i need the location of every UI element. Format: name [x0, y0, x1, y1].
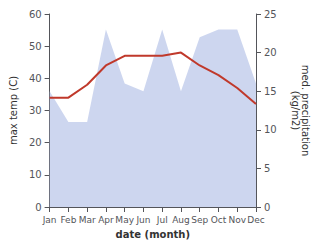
- svg-text:5: 5: [264, 163, 270, 174]
- svg-text:30: 30: [29, 105, 42, 116]
- svg-text:Jun: Jun: [135, 215, 150, 225]
- svg-text:Oct: Oct: [211, 215, 227, 225]
- svg-text:40: 40: [29, 73, 42, 84]
- svg-text:Jan: Jan: [42, 215, 57, 225]
- svg-text:Aug: Aug: [172, 215, 190, 225]
- svg-text:max temp (C): max temp (C): [8, 76, 19, 145]
- svg-text:20: 20: [264, 47, 277, 58]
- svg-text:Feb: Feb: [60, 215, 76, 225]
- svg-text:20: 20: [29, 137, 42, 148]
- svg-text:Jul: Jul: [156, 215, 168, 225]
- svg-text:Dec: Dec: [247, 215, 264, 225]
- svg-text:Mar: Mar: [79, 215, 96, 225]
- svg-text:date (month): date (month): [116, 229, 190, 240]
- svg-text:(kg/m2): (kg/m2): [290, 91, 301, 131]
- svg-text:Apr: Apr: [98, 215, 114, 225]
- svg-text:med. precipitation: med. precipitation: [299, 64, 311, 157]
- svg-text:10: 10: [264, 124, 277, 135]
- svg-text:Nov: Nov: [228, 215, 246, 225]
- svg-text:15: 15: [264, 86, 277, 97]
- svg-text:0: 0: [35, 202, 41, 213]
- svg-text:25: 25: [264, 9, 277, 20]
- svg-text:50: 50: [29, 41, 42, 52]
- svg-text:0: 0: [264, 202, 270, 213]
- svg-text:60: 60: [29, 9, 42, 20]
- svg-text:10: 10: [29, 169, 42, 180]
- svg-text:Sep: Sep: [191, 215, 208, 225]
- svg-text:May: May: [115, 215, 134, 225]
